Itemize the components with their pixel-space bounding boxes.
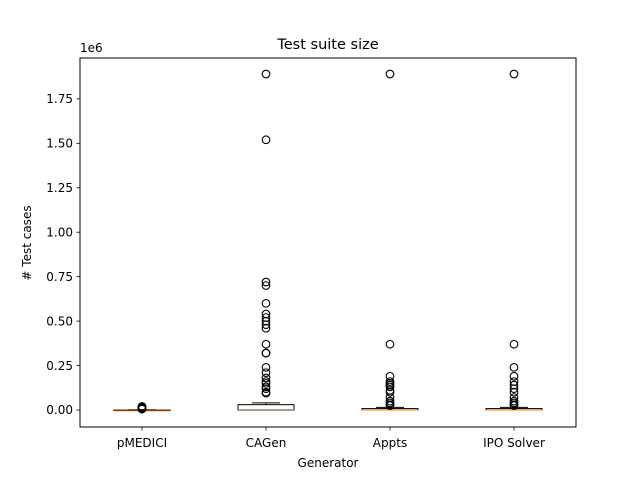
box-group bbox=[485, 69, 543, 411]
x-tick-label: IPO Solver bbox=[483, 436, 545, 450]
x-tick-label: Appts bbox=[373, 436, 407, 450]
outlier-point bbox=[261, 135, 271, 145]
outlier-point bbox=[385, 401, 395, 410]
y-axis-label: # Test cases bbox=[20, 205, 34, 280]
outlier-point bbox=[261, 339, 271, 349]
outlier-point bbox=[509, 362, 519, 372]
outlier-point bbox=[261, 388, 271, 398]
outlier-point bbox=[509, 371, 519, 381]
outlier-point bbox=[385, 387, 395, 397]
y-tick-label: 1.00 bbox=[46, 225, 73, 239]
outlier-point bbox=[385, 339, 395, 349]
outlier-point bbox=[137, 402, 147, 411]
outlier-point bbox=[261, 368, 271, 378]
outlier-point bbox=[509, 69, 519, 79]
plot-area-frame bbox=[79, 57, 577, 428]
y-tick-label: 0.75 bbox=[46, 270, 73, 284]
outlier-point bbox=[261, 69, 271, 79]
outlier-point bbox=[261, 298, 271, 308]
outlier-point bbox=[261, 320, 271, 330]
y-axis-offset-label: 1e6 bbox=[80, 41, 103, 55]
outlier-point bbox=[261, 362, 271, 372]
x-axis-ticks: pMEDICI CAGen Appts IPO Solver bbox=[117, 427, 545, 450]
outlier-point bbox=[261, 281, 271, 290]
outlier-point bbox=[261, 323, 271, 333]
outlier-point bbox=[261, 348, 271, 358]
y-tick-label: 0.00 bbox=[46, 403, 73, 417]
outlier-point bbox=[261, 378, 271, 388]
outlier-point bbox=[385, 69, 395, 79]
box-group bbox=[361, 69, 419, 411]
y-tick-label: 1.25 bbox=[46, 181, 73, 195]
x-tick-label: CAGen bbox=[246, 436, 287, 450]
box-group bbox=[113, 402, 171, 414]
box-series bbox=[113, 69, 543, 414]
outlier-point bbox=[509, 387, 519, 397]
outlier-point bbox=[509, 384, 519, 394]
y-tick-label: 0.25 bbox=[46, 359, 73, 373]
x-tick-label: pMEDICI bbox=[117, 436, 167, 450]
outlier-point bbox=[261, 277, 271, 287]
outlier-point bbox=[509, 339, 519, 349]
y-tick-label: 1.50 bbox=[46, 137, 73, 151]
box-group bbox=[237, 69, 295, 411]
outlier-point bbox=[385, 382, 395, 392]
outlier-point bbox=[261, 384, 271, 394]
y-tick-label: 0.50 bbox=[46, 314, 73, 328]
outlier-point bbox=[509, 401, 519, 410]
y-tick-label: 1.75 bbox=[46, 92, 73, 106]
y-axis-ticks: 0.00 0.25 0.50 0.75 1.00 1.25 1.50 1.75 bbox=[46, 92, 80, 417]
outlier-point bbox=[261, 373, 271, 383]
chart-title: Test suite size bbox=[276, 37, 378, 53]
x-axis-label: Generator bbox=[298, 456, 359, 470]
